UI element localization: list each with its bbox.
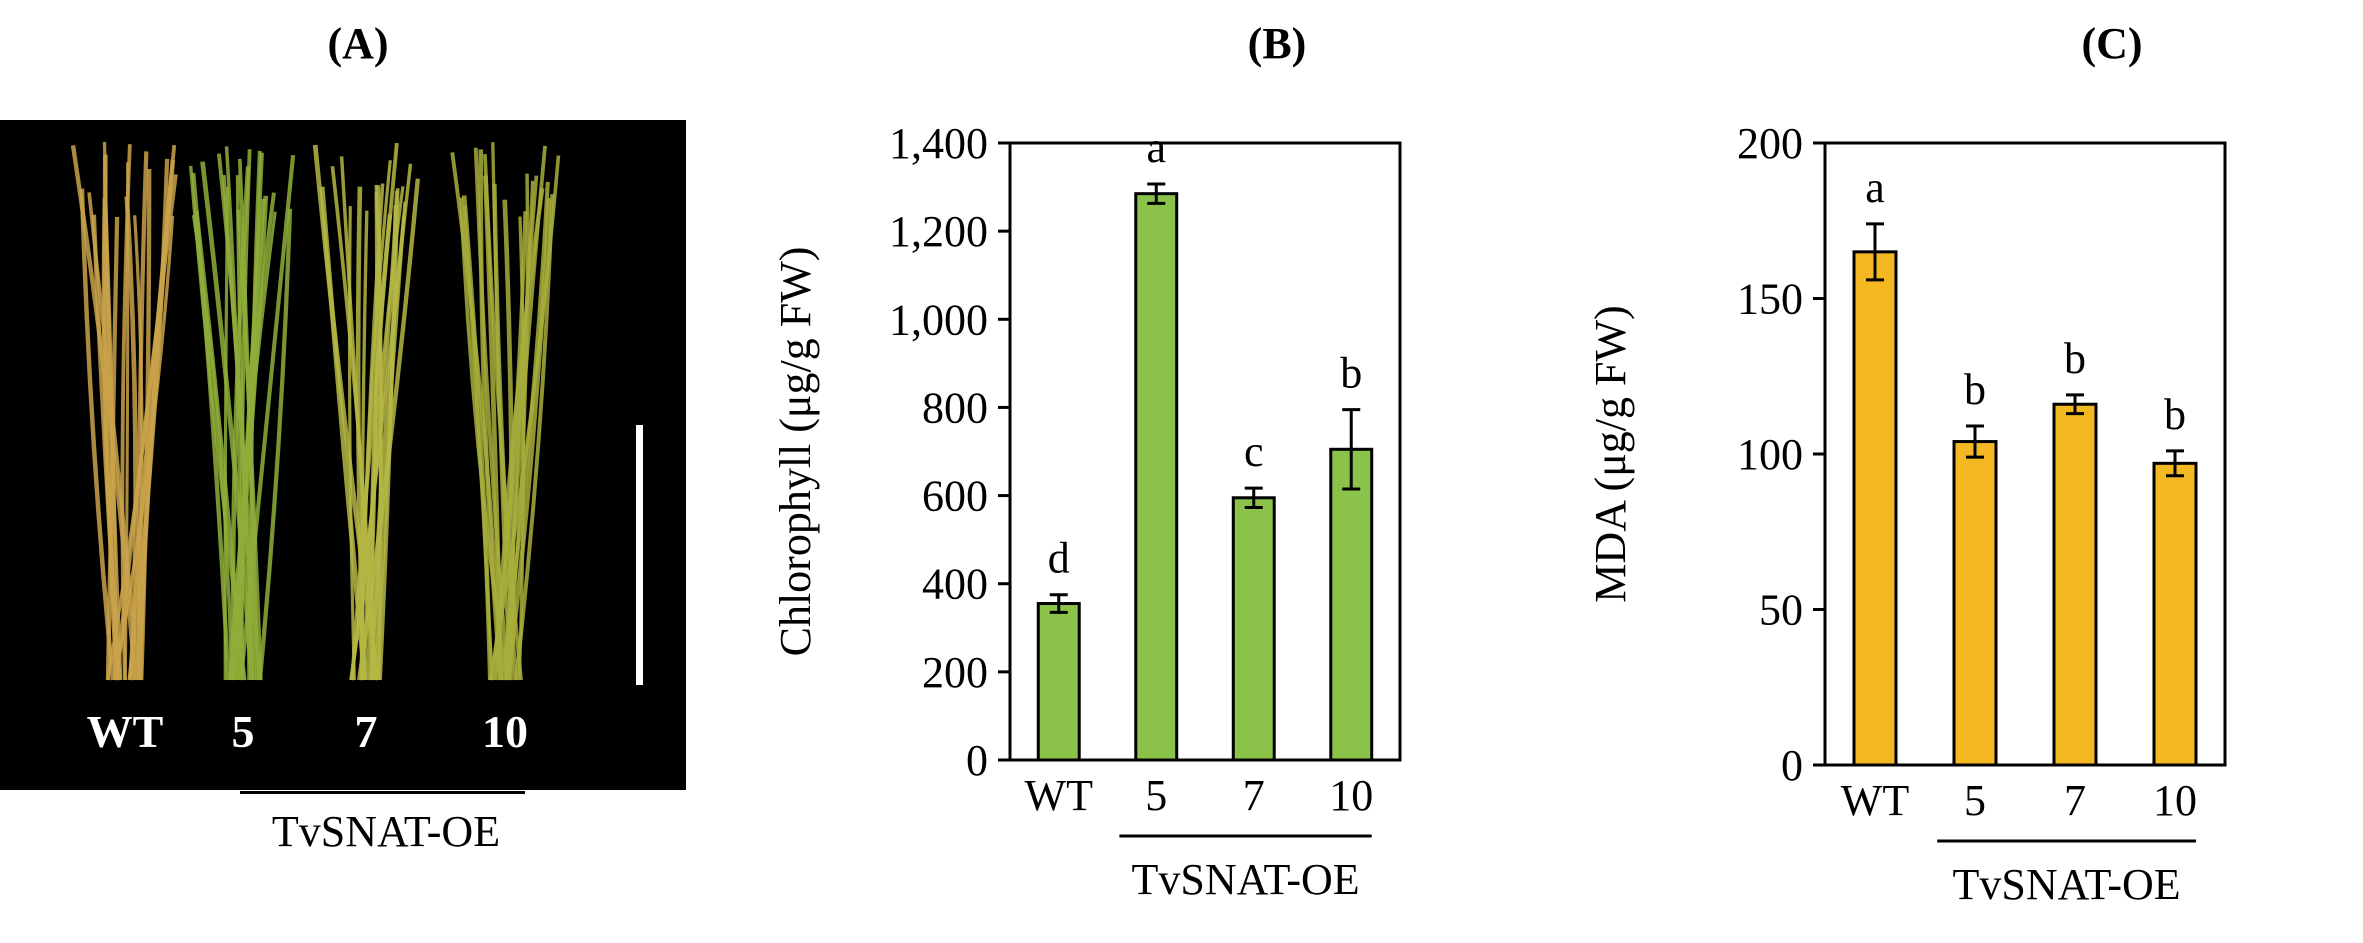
mda-category-label: 10 — [2153, 776, 2197, 825]
chlorophyll-bar — [1233, 498, 1274, 760]
leaf-bundle-wt — [73, 142, 176, 680]
photo-label-10: 10 — [482, 705, 528, 758]
panel-b-label: (B) — [1248, 18, 1307, 69]
mda-chart: 0 50 100 150 200 MDA (μg/g FW) a WT b 5 b 7 b 10 TvSNA… — [1580, 100, 2363, 930]
chlorophyll-chart: 0 200 400 600 800 1,000 1,200 1,400 Chlorophyll … — [740, 100, 1580, 920]
panel-a-label: (A) — [327, 18, 388, 69]
photo-label-wt: WT — [87, 705, 164, 758]
leaf-bundle-7 — [315, 143, 418, 680]
chlorophyll-ytick-label: 400 — [922, 560, 988, 609]
chlorophyll-bar — [1038, 604, 1079, 760]
mda-significance-letter: b — [2064, 334, 2086, 383]
mda-bar — [1954, 442, 1996, 765]
chlorophyll-ytick-label: 1,400 — [889, 119, 988, 168]
plant-photo: WT 5 7 10 — [0, 120, 686, 790]
chlorophyll-group-label: TvSNAT-OE — [1131, 855, 1359, 904]
leaf-bundle-10 — [452, 142, 558, 680]
mda-category-label: 7 — [2064, 776, 2086, 825]
mda-ylabel: MDA (μg/g FW) — [1586, 305, 1635, 602]
mda-ytick-label: 200 — [1737, 119, 1803, 168]
mda-significance-letter: b — [1964, 365, 1986, 414]
mda-ytick-label: 0 — [1781, 741, 1803, 790]
chlorophyll-bar — [1136, 194, 1177, 760]
photo-group-label: TvSNAT-OE — [272, 806, 500, 857]
chlorophyll-significance-letter: c — [1244, 427, 1264, 476]
photo-label-7: 7 — [355, 705, 378, 758]
chlorophyll-ytick-label: 800 — [922, 383, 988, 432]
chlorophyll-ytick-label: 600 — [922, 472, 988, 521]
chlorophyll-category-label: 5 — [1145, 771, 1167, 820]
chlorophyll-ytick-label: 1,200 — [889, 207, 988, 256]
leaf-blade — [350, 206, 355, 680]
chlorophyll-category-label: WT — [1025, 771, 1094, 820]
scale-bar — [636, 425, 643, 685]
panel-c-label: (C) — [2081, 18, 2142, 69]
chlorophyll-ytick-label: 200 — [922, 648, 988, 697]
chlorophyll-ytick-label: 1,000 — [889, 295, 988, 344]
mda-ytick-label: 50 — [1759, 586, 1803, 635]
chlorophyll-significance-letter: b — [1340, 349, 1362, 398]
mda-significance-letter: b — [2164, 390, 2186, 439]
mda-ytick-label: 150 — [1737, 275, 1803, 324]
leaf-blade — [225, 187, 227, 680]
chlorophyll-ylabel: Chlorophyll (μg/g FW) — [771, 247, 820, 657]
plant-photo-drawing — [0, 120, 686, 790]
mda-significance-letter: a — [1865, 163, 1885, 212]
mda-group-label: TvSNAT-OE — [1953, 860, 2181, 909]
chlorophyll-category-label: 10 — [1329, 771, 1373, 820]
leaf-bundle-5 — [191, 146, 293, 680]
photo-group-line — [240, 791, 525, 794]
mda-category-label: 5 — [1964, 776, 1986, 825]
chlorophyll-ytick-label: 0 — [966, 736, 988, 785]
chlorophyll-significance-letter: a — [1146, 123, 1166, 172]
photo-label-5: 5 — [232, 705, 255, 758]
chlorophyll-significance-letter: d — [1048, 534, 1070, 583]
mda-bar — [2054, 404, 2096, 765]
mda-ytick-label: 100 — [1737, 430, 1803, 479]
mda-bar — [2154, 463, 2196, 765]
chlorophyll-category-label: 7 — [1243, 771, 1265, 820]
mda-category-label: WT — [1841, 776, 1910, 825]
chlorophyll-bar — [1331, 449, 1372, 760]
mda-bar — [1854, 252, 1896, 765]
